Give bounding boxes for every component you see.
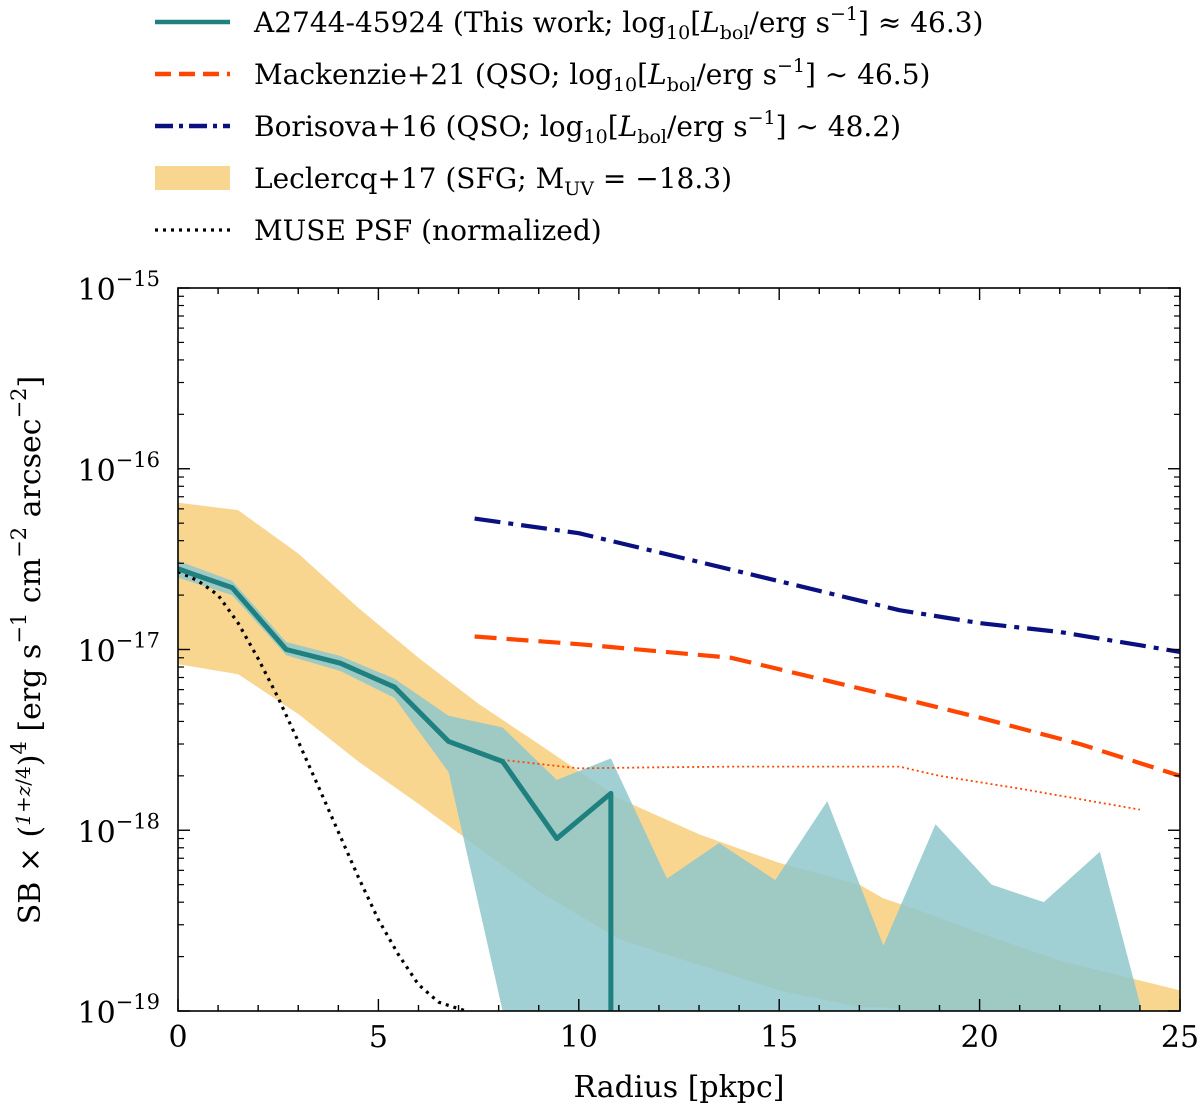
x-tick-label: 10 (560, 1020, 598, 1055)
x-axis-label: Radius [pkpc] (573, 1070, 784, 1105)
legend-label-psf: MUSE PSF (normalized) (254, 214, 602, 247)
a2744-line (178, 566, 614, 1011)
legend-label-leclercq: Leclercq+17 (SFG; MUV = −18.3) (254, 162, 732, 200)
x-tick-label: 15 (760, 1020, 798, 1055)
legend-label-mackenzie: Mackenzie+21 (QSO; log10[Lbol/erg s−1] ∼… (254, 55, 930, 96)
x-tick-label: 0 (168, 1020, 187, 1055)
legend-handle-leclercq (155, 166, 230, 190)
mackenzie-line (474, 634, 1180, 778)
a2744-uncertainty-band (178, 560, 1140, 1011)
borisova-line (474, 516, 1180, 654)
x-tick-label: 5 (369, 1020, 388, 1055)
y-axis-label-text: SB × (1+z/4)4 [erg s−1 cm−2 arcsec−2] (7, 376, 48, 925)
y-axis-label: SB × (1+z/4)4 [erg s−1 cm−2 arcsec−2] (7, 376, 48, 925)
legend-label-a2744: A2744-45924 (This work; log10[Lbol/erg s… (253, 3, 983, 44)
x-tick-label: 25 (1161, 1020, 1199, 1055)
x-tick-label: 20 (961, 1020, 999, 1055)
legend: A2744-45924 (This work; log10[Lbol/erg s… (155, 3, 983, 247)
legend-label-borisova: Borisova+16 (QSO; log10[Lbol/erg s−1] ∼ … (254, 107, 901, 148)
y-tick-label: 10−16 (77, 448, 160, 489)
y-tick-label: 10−18 (77, 809, 160, 850)
y-tick-label: 10−19 (77, 990, 160, 1031)
y-tick-label: 10−15 (77, 267, 160, 308)
y-tick-label: 10−17 (77, 629, 160, 670)
plot-area: 0 5 10 15 20 25 10−15 10−16 10−17 10−18 10−19 (77, 267, 1199, 1055)
